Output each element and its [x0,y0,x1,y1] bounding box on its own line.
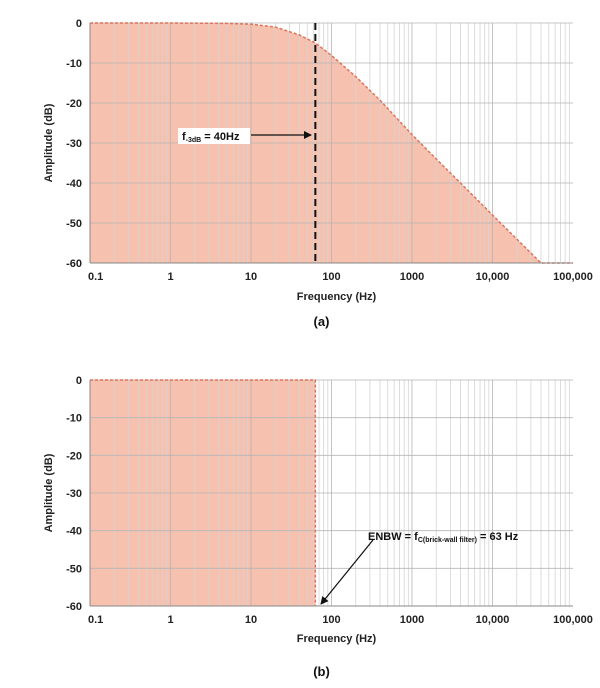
y-tick-label: 0 [76,375,82,387]
y-axis-title: Amplitude (dB) [43,103,55,182]
annotation-label: ENBW = fC(brick-wall filter) = 63 Hz [368,531,519,544]
x-tick-label: 1 [167,271,173,283]
chart-panel-a: 0 -10 -20 -30 -40 -50 -60 0.1 1 10 100 1000 10,000 10… [43,18,593,329]
response-curve [90,379,317,606]
y-tick-label: -30 [66,488,82,500]
y-tick-label: 0 [76,18,82,30]
y-tick-label: -50 [66,563,82,575]
y-tick-label: -40 [66,178,82,190]
chart-panel-b: 0 -10 -20 -30 -40 -50 -60 0.1 1 10 100 1000 10,000 10… [43,375,593,679]
panel-label: (a) [314,314,330,329]
x-axis-title: Frequency (Hz) [297,291,377,303]
y-tick-label: -40 [66,526,82,538]
x-tick-label: 1000 [400,271,424,283]
x-tick-label: 100,000 [553,271,593,283]
y-tick-label: -60 [66,258,82,270]
y-tick-label: -20 [66,450,82,462]
x-tick-label: 10,000 [476,614,510,626]
annotation-arrow [320,539,374,605]
y-tick-label: -60 [66,601,82,613]
x-tick-label: 0.1 [88,271,103,283]
y-tick-label: -30 [66,138,82,150]
x-tick-label: 0.1 [88,614,103,626]
y-tick-label: -20 [66,98,82,110]
x-tick-label: 10 [245,271,257,283]
x-tick-label: 100,000 [553,614,593,626]
y-tick-label: -10 [66,58,82,70]
x-tick-label: 100 [322,614,340,626]
x-axis-title: Frequency (Hz) [297,633,377,645]
y-axis-title: Amplitude (dB) [43,453,55,532]
response-curve [90,22,573,264]
panel-label: (b) [313,664,330,679]
x-tick-label: 1000 [400,614,424,626]
grid [90,379,573,607]
annotation-background [178,128,250,144]
x-tick-label: 100 [322,271,340,283]
y-tick-label: -10 [66,413,82,425]
x-tick-label: 10,000 [476,271,510,283]
annotation-label: f-3dB = 40Hz [182,131,240,144]
x-tick-label: 1 [167,614,173,626]
y-tick-label: -50 [66,218,82,230]
x-tick-label: 10 [245,614,257,626]
